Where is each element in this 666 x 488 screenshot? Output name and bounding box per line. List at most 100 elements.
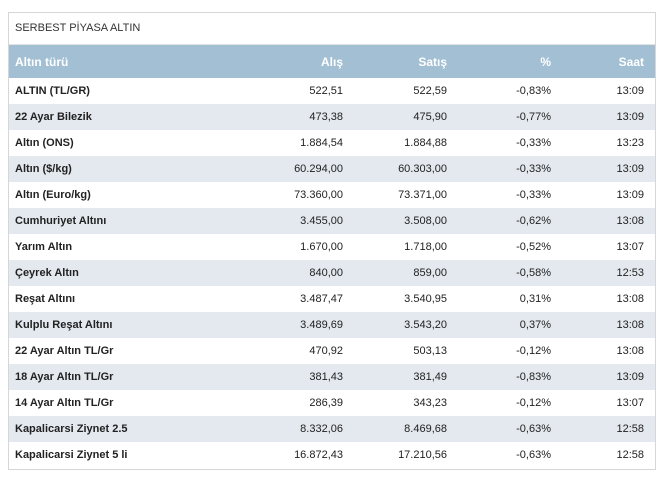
change-percent-cell: -0,62%: [516, 215, 551, 227]
change-percent-cell: -0,33%: [516, 137, 551, 149]
table-row: Kapalicarsi Ziynet 5 li 16.872,43 17.210,5…: [9, 442, 655, 468]
table-row: Yarım Altın 1.670,00 1.718,00 -0,52% 13:07: [9, 234, 655, 260]
time-cell: 13:08: [616, 319, 644, 331]
header-gold-type: Altın türü: [15, 54, 69, 69]
gold-type-cell: Altın (Euro/kg): [15, 189, 91, 201]
sell-price-cell: 3.540,95: [404, 293, 447, 305]
table-row: ALTIN (TL/GR) 522,51 522,59 -0,83% 13:09: [9, 78, 655, 104]
sell-price-cell: 3.543,20: [404, 319, 447, 331]
buy-price-cell: 1.884,54: [300, 137, 343, 149]
header-sell: Satış: [418, 54, 447, 69]
gold-type-cell: Altın (ONS): [15, 137, 74, 149]
table-row: 22 Ayar Altın TL/Gr 470,92 503,13 -0,12% 13:…: [9, 338, 655, 364]
buy-price-cell: 3.489,69: [300, 319, 343, 331]
buy-price-cell: 522,51: [309, 85, 343, 97]
change-percent-cell: -0,12%: [516, 397, 551, 409]
buy-price-cell: 16.872,43: [294, 449, 343, 461]
sell-price-cell: 859,00: [413, 267, 447, 279]
gold-prices-table: Altın türü Alış Satış % Saat ALTIN (TL/G…: [9, 45, 655, 468]
sell-price-cell: 8.469,68: [404, 423, 447, 435]
table-row: Reşat Altını 3.487,47 3.540,95 0,31% 13:08: [9, 286, 655, 312]
change-percent-cell: 0,31%: [519, 293, 551, 305]
time-cell: 13:07: [616, 241, 644, 253]
table-row: Altın (Euro/kg) 73.360,00 73.371,00 -0,33% 1…: [9, 182, 655, 208]
header-row: Altın türü Alış Satış % Saat: [9, 45, 655, 78]
panel-title: SERBEST PİYASA ALTIN: [9, 13, 655, 45]
gold-type-cell: Kulplu Reşat Altını: [15, 319, 113, 331]
table-row: Cumhuriyet Altını 3.455,00 3.508,00 -0,62% 1…: [9, 208, 655, 234]
change-percent-cell: -0,83%: [516, 371, 551, 383]
table-row: Kulplu Reşat Altını 3.489,69 3.543,20 0,37%…: [9, 312, 655, 338]
time-cell: 13:09: [616, 163, 644, 175]
table-row: 14 Ayar Altın TL/Gr 286,39 343,23 -0,12% 13:…: [9, 390, 655, 416]
gold-type-cell: Reşat Altını: [15, 293, 76, 305]
buy-price-cell: 3.487,47: [300, 293, 343, 305]
table-row: 18 Ayar Altın TL/Gr 381,43 381,49 -0,83% 13:…: [9, 364, 655, 390]
gold-type-cell: Çeyrek Altın: [15, 267, 79, 279]
buy-price-cell: 60.294,00: [294, 163, 343, 175]
gold-type-cell: Yarım Altın: [15, 241, 73, 253]
table-row: Çeyrek Altın 840,00 859,00 -0,58% 12:53: [9, 260, 655, 286]
change-percent-cell: -0,63%: [516, 449, 551, 461]
time-cell: 13:23: [616, 137, 644, 149]
table-row: Altın (ONS) 1.884,54 1.884,88 -0,33% 13:23: [9, 130, 655, 156]
sell-price-cell: 475,90: [413, 111, 447, 123]
header-time: Saat: [618, 54, 644, 69]
change-percent-cell: 0,37%: [519, 319, 551, 331]
time-cell: 13:09: [616, 85, 644, 97]
sell-price-cell: 73.371,00: [398, 189, 447, 201]
time-cell: 13:07: [616, 397, 644, 409]
buy-price-cell: 473,38: [309, 111, 343, 123]
table-body: ALTIN (TL/GR) 522,51 522,59 -0,83% 13:09 22 A…: [9, 78, 655, 468]
gold-type-cell: Cumhuriyet Altını: [15, 215, 107, 227]
table-row: 22 Ayar Bilezik 473,38 475,90 -0,77% 13:09: [9, 104, 655, 130]
change-percent-cell: -0,33%: [516, 189, 551, 201]
gold-type-cell: ALTIN (TL/GR): [15, 85, 90, 97]
change-percent-cell: -0,33%: [516, 163, 551, 175]
gold-type-cell: Altın ($/kg): [15, 163, 72, 175]
sell-price-cell: 343,23: [413, 397, 447, 409]
gold-type-cell: 18 Ayar Altın TL/Gr: [15, 371, 114, 383]
time-cell: 12:58: [616, 449, 644, 461]
buy-price-cell: 73.360,00: [294, 189, 343, 201]
change-percent-cell: -0,12%: [516, 345, 551, 357]
time-cell: 13:08: [616, 293, 644, 305]
buy-price-cell: 286,39: [309, 397, 343, 409]
gold-type-cell: 22 Ayar Bilezik: [15, 111, 92, 123]
time-cell: 13:08: [616, 215, 644, 227]
table-row: Altın ($/kg) 60.294,00 60.303,00 -0,33% 13:0…: [9, 156, 655, 182]
sell-price-cell: 1.884,88: [404, 137, 447, 149]
sell-price-cell: 60.303,00: [398, 163, 447, 175]
table-header: Altın türü Alış Satış % Saat: [9, 45, 655, 78]
time-cell: 12:58: [616, 423, 644, 435]
buy-price-cell: 840,00: [309, 267, 343, 279]
sell-price-cell: 522,59: [413, 85, 447, 97]
header-buy: Alış: [320, 54, 343, 69]
buy-price-cell: 3.455,00: [300, 215, 343, 227]
gold-prices-panel: SERBEST PİYASA ALTIN Altın türü Alış Sat…: [8, 12, 656, 470]
time-cell: 12:53: [616, 267, 644, 279]
sell-price-cell: 3.508,00: [404, 215, 447, 227]
time-cell: 13:09: [616, 189, 644, 201]
header-change-percent: %: [540, 54, 551, 69]
gold-type-cell: 14 Ayar Altın TL/Gr: [15, 397, 114, 409]
buy-price-cell: 381,43: [309, 371, 343, 383]
sell-price-cell: 381,49: [413, 371, 447, 383]
table-row: Kapalicarsi Ziynet 2.5 8.332,06 8.469,68 -0…: [9, 416, 655, 442]
change-percent-cell: -0,63%: [516, 423, 551, 435]
change-percent-cell: -0,52%: [516, 241, 551, 253]
sell-price-cell: 17.210,56: [398, 449, 447, 461]
buy-price-cell: 8.332,06: [300, 423, 343, 435]
change-percent-cell: -0,83%: [516, 85, 551, 97]
time-cell: 13:08: [616, 345, 644, 357]
buy-price-cell: 1.670,00: [300, 241, 343, 253]
change-percent-cell: -0,58%: [516, 267, 551, 279]
gold-type-cell: Kapalicarsi Ziynet 2.5: [15, 423, 128, 435]
time-cell: 13:09: [616, 371, 644, 383]
sell-price-cell: 503,13: [413, 345, 447, 357]
time-cell: 13:09: [616, 111, 644, 123]
buy-price-cell: 470,92: [309, 345, 343, 357]
change-percent-cell: -0,77%: [516, 111, 551, 123]
gold-type-cell: Kapalicarsi Ziynet 5 li: [15, 449, 128, 461]
sell-price-cell: 1.718,00: [404, 241, 447, 253]
